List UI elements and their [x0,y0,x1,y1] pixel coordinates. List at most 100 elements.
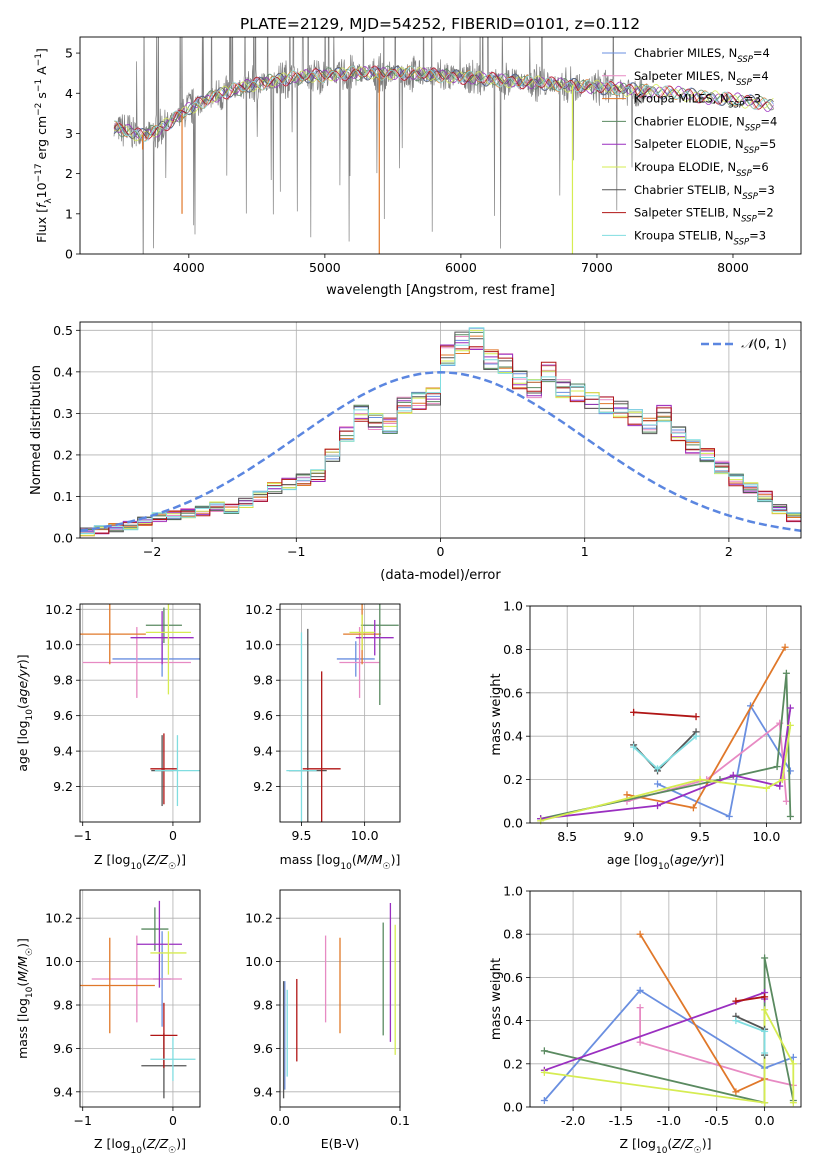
age_vs_mass-ytick-label: 10.0 [245,637,273,652]
mass_vs_Z-ytick-label: 9.4 [53,1084,73,1099]
massweight_vs_age-xtick-label: 9.0 [624,829,644,844]
spectrum-ylabel: Flux [fλ10−17 erg cm−2 s−1 A−1] [34,48,54,243]
residuals-frame [79,321,802,539]
massweight_vs_Z-xtick-label: -1.0 [657,1113,681,1128]
mass_vs_EBV-xtick-label: 0.1 [390,1113,410,1128]
spectrum-frame [79,36,802,255]
spectrum-data-line [113,37,652,254]
series-line-salpeter_miles [639,1007,794,1087]
massweight_vs_Z-xlabel: Z [log10(Z/Z☉)] [619,1136,711,1156]
residuals-plot-area [80,327,801,538]
histogram-kroupa_stelib [80,327,801,538]
spectrum-model-line [113,65,774,140]
massweight_vs_age-xlabel: age [log10(age/yr)] [607,852,724,872]
age_vs_Z-ylabel: age [log10(age/yr)] [15,654,35,771]
age_vs_Z-plot-area [80,604,200,807]
legend-entry-kroupa_stelib: Kroupa STELIB, NSSP=3 [634,228,766,247]
series-line-kroupa_elodie [540,725,792,822]
spectrum-ytick-label: 4 [65,86,73,101]
legend-entry-salpeter_miles: Salpeter MILES, NSSP=4 [634,69,769,88]
age_vs_Z-panel: −1 0 9.2 9.4 9.6 9.8 10.0 10.2 Z [log10(Z/Z☉)] ag… [15,602,201,872]
massweight_vs_age-ytick-label: 0.6 [503,685,523,700]
age_vs_Z-ytick-label: 9.2 [53,779,73,794]
age_vs_Z-ytick-label: 10.2 [45,602,73,617]
massweight_vs_Z-ytick-label: 1.0 [503,884,523,899]
massweight_vs_age-xtick-label: 8.5 [557,829,577,844]
mass_vs_Z-ylabel: mass [log10(M/M☉)] [15,938,35,1059]
legend-entry-kroupa_elodie: Kroupa ELODIE, NSSP=6 [634,160,769,179]
series-line-kroupa_miles [626,646,786,809]
mass_vs_Z-xtick-label: 0 [169,1113,177,1128]
series-line-salpeter_elodie [544,991,766,1072]
spectrum-xtick-label: 5000 [309,260,341,275]
mass_vs_Z-ytick-label: 9.6 [53,1041,73,1056]
residuals-xtick-label: 1 [581,544,589,559]
massweight_vs_age-ytick-label: 0.2 [503,772,523,787]
age_vs_mass-ytick-label: 10.2 [245,602,273,617]
residuals-ytick-label: 0.5 [53,323,73,338]
massweight_vs_age-ytick-label: 0.0 [503,816,523,831]
massweight_vs_age-ytick-label: 0.8 [503,642,523,657]
spectrum-xtick-label: 7000 [581,260,613,275]
spectrum-ytick-label: 1 [65,206,73,221]
series-line-salpeter_stelib [735,995,765,1003]
age_vs_mass-ytick-label: 9.2 [253,779,273,794]
mass_vs_Z-panel: −1 0 9.4 9.6 9.8 10.0 10.2 Z [log10(Z/Z☉)] mass … [15,889,201,1156]
residuals-xtick-label: −2 [143,544,161,559]
mass_vs_EBV-panel: 0.0 0.1 9.4 9.6 9.8 10.0 10.2 E(B-V) [245,889,410,1151]
spectrum-xtick-label: 8000 [717,260,749,275]
age_vs_mass-panel: 9.5 10.0 9.2 9.4 9.6 9.8 10.0 10.2 mass [log10(M… [245,602,401,872]
age_vs_mass-xtick-label: 9.5 [292,828,312,843]
series-line-salpeter_stelib [633,711,697,718]
massweight_vs_age-frame [529,605,802,824]
series-line-chabrier_miles [543,989,794,1102]
spectrum-ytick-label: 5 [65,46,73,61]
age_vs_Z-ytick-label: 9.4 [53,744,73,759]
residuals-ytick-label: 0.0 [53,531,73,546]
series-line-kroupa_miles [639,933,765,1094]
mass_vs_EBV-ytick-label: 9.6 [253,1041,273,1056]
mass_vs_Z-xlabel: Z [log10(Z/Z☉)] [94,1136,186,1156]
spectrum-ytick-label: 3 [65,126,73,141]
massweight_vs_Z-ytick-label: 0.4 [503,1013,523,1028]
age_vs_Z-xtick-label: −1 [73,828,91,843]
mass_vs_Z-ytick-label: 10.0 [45,954,73,969]
residuals-xlabel: (data-model)/error [380,568,501,583]
age_vs_Z-frame [79,603,201,823]
age_vs_Z-xtick-label: 0 [169,828,177,843]
age_vs_mass-ytick-label: 9.4 [253,744,273,759]
age_vs_mass-xtick-label: 10.0 [351,828,379,843]
residuals-panel: −2 −1 0 1 2 0.0 0.1 0.2 0.3 0.4 0.5 (data-model)/er… [29,321,802,583]
age_vs_mass-frame [279,603,401,823]
charts: 4000 5000 6000 7000 8000 0 1 2 3 4 5 wavelength [An… [15,36,802,1156]
residuals-ytick-label: 0.2 [53,447,73,462]
spectrum-model-line [113,66,774,139]
age_vs_Z-ytick-label: 9.8 [53,673,73,688]
spectrum-ytick-label: 0 [65,247,73,262]
massweight_vs_age-xtick-label: 9.5 [690,829,710,844]
massweight_vs_Z-frame [529,890,802,1108]
massweight_vs_age-ytick-label: 0.4 [503,729,523,744]
spectrum-xtick-label: 4000 [173,260,205,275]
age_vs_mass-ytick-label: 9.8 [253,673,273,688]
massweight_vs_age-ylabel: mass weight [489,673,504,755]
massweight_vs_Z-xtick-label: -2.0 [561,1113,585,1128]
mass_vs_EBV-frame [279,889,401,1108]
series-line-chabrier_miles [657,703,792,818]
figure-title: PLATE=2129, MJD=54252, FIBERID=0101, z=0… [240,15,640,33]
residuals-ylabel: Normed distribution [29,365,44,495]
gaussian-curve [80,371,801,532]
massweight_vs_Z-panel: -2.0 -1.5 -1.0 -0.5 0.0 0.0 0.2 0.4 0.6 0.8 1.0 mas… [489,884,802,1156]
age_vs_mass-plot-area [286,604,399,822]
age_vs_mass-xlabel: mass [log10(M/M☉)] [280,852,401,872]
mass_vs_EBV-ytick-label: 9.8 [253,998,273,1013]
massweight_vs_Z-ylabel: mass weight [489,958,504,1040]
legend-entry-kroupa_miles: Kroupa MILES, NSSP=3 [634,92,761,111]
mass_vs_EBV-ytick-label: 9.4 [253,1084,273,1099]
massweight_vs_Z-ytick-label: 0.0 [503,1100,523,1115]
spectrum-xlabel: wavelength [Angstrom, rest frame] [326,283,555,298]
legend-entry-gaussian: 𝒩(0, 1) [741,336,787,351]
residuals-xtick-label: 0 [437,544,445,559]
massweight_vs_Z-xtick-label: 0.0 [755,1113,775,1128]
